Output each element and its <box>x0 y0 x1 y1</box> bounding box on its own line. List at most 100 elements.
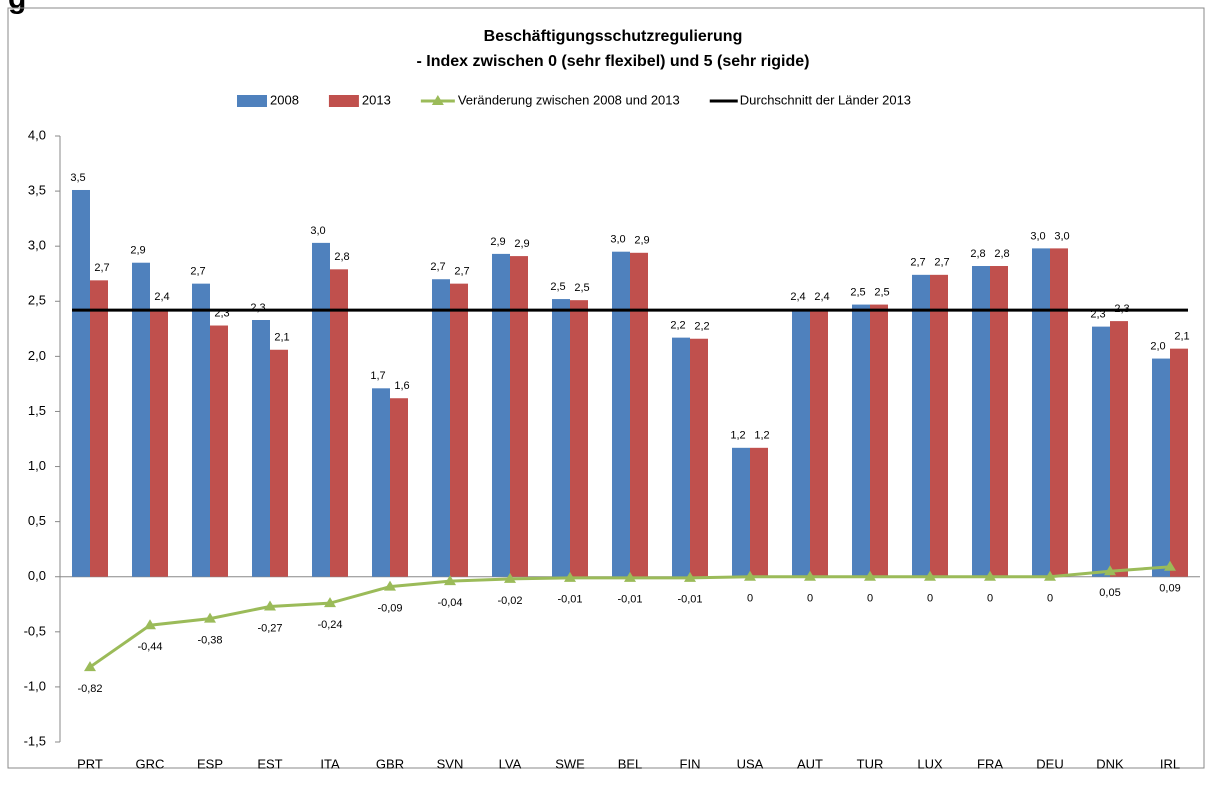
data-label: 2,7 <box>430 261 445 273</box>
change-marker <box>504 572 516 583</box>
data-label: 0 <box>747 593 753 605</box>
x-tick-label: ESP <box>197 756 223 771</box>
data-label: 2,4 <box>154 291 169 303</box>
y-tick-label: 2,0 <box>28 348 46 363</box>
y-tick-label: 1,0 <box>28 458 46 473</box>
change-marker <box>924 570 936 581</box>
chart-frame <box>7 7 1205 769</box>
x-tick-label: USA <box>737 756 764 771</box>
data-label: -0,44 <box>137 641 162 653</box>
x-tick-label: AUT <box>797 756 823 771</box>
data-label: -0,01 <box>557 594 582 606</box>
legend-label: Durchschnitt der Länder 2013 <box>740 92 911 107</box>
y-tick-label: 3,0 <box>28 238 46 253</box>
bar <box>270 349 288 577</box>
data-label: 1,2 <box>730 430 745 442</box>
data-label: 0 <box>987 593 993 605</box>
bar <box>972 266 990 577</box>
legend-swatch <box>237 95 267 107</box>
data-label: 2,7 <box>910 257 925 269</box>
x-tick-label: ITA <box>320 756 340 771</box>
data-label: 2,7 <box>454 266 469 278</box>
data-label: 2,5 <box>574 282 589 294</box>
x-tick-label: SWE <box>555 756 585 771</box>
x-tick-label: GBR <box>376 756 404 771</box>
x-tick-label: SVN <box>437 756 464 771</box>
data-label: -0,01 <box>677 594 702 606</box>
x-tick-label: LVA <box>499 756 522 771</box>
data-label: 0,05 <box>1099 587 1120 599</box>
data-label: 1,2 <box>754 430 769 442</box>
bar <box>432 279 450 577</box>
x-tick-label: LUX <box>917 756 943 771</box>
data-label: 2,1 <box>1174 331 1189 343</box>
data-label: 2,7 <box>934 257 949 269</box>
change-marker <box>1164 560 1176 571</box>
bar <box>192 283 210 577</box>
bar <box>390 398 408 577</box>
data-label: -0,27 <box>257 622 282 634</box>
bar <box>630 252 648 577</box>
bar <box>210 325 228 577</box>
y-tick-label: 4,0 <box>28 127 46 142</box>
bar <box>1170 348 1188 577</box>
x-tick-label: DEU <box>1036 756 1063 771</box>
data-label: 2,9 <box>514 238 529 250</box>
y-tick-label: 3,5 <box>28 183 46 198</box>
y-tick-label: 2,5 <box>28 293 46 308</box>
data-label: 2,5 <box>850 286 865 298</box>
data-label: 2,2 <box>670 320 685 332</box>
change-marker <box>804 570 816 581</box>
bar <box>810 308 828 577</box>
bar <box>852 304 870 577</box>
bar <box>870 304 888 577</box>
bar <box>312 242 330 577</box>
data-label: 0,09 <box>1159 583 1180 595</box>
bar <box>1152 358 1170 577</box>
data-label: -0,02 <box>497 595 522 607</box>
bar <box>930 274 948 577</box>
bar <box>672 337 690 577</box>
data-label: 2,9 <box>634 235 649 247</box>
bar <box>990 266 1008 577</box>
bar <box>252 320 270 577</box>
data-label: 2,0 <box>1150 340 1165 352</box>
y-tick-label: -0,5 <box>24 623 46 638</box>
data-label: 3,0 <box>1030 230 1045 242</box>
change-marker <box>1044 570 1056 581</box>
change-marker <box>984 570 996 581</box>
bar <box>690 338 708 577</box>
data-label: 2,5 <box>874 286 889 298</box>
bar <box>1032 248 1050 577</box>
data-label: 1,7 <box>370 370 385 382</box>
y-tick-label: 1,5 <box>28 403 46 418</box>
legend-label: 2013 <box>362 92 391 107</box>
data-label: 1,6 <box>394 380 409 392</box>
legend-label: Veränderung zwischen 2008 und 2013 <box>458 92 680 107</box>
data-label: -0,24 <box>317 619 342 631</box>
y-tick-label: 0,0 <box>28 568 46 583</box>
bar <box>792 308 810 577</box>
x-tick-label: TUR <box>857 756 884 771</box>
data-label: 2,7 <box>190 266 205 278</box>
bar <box>612 251 630 577</box>
data-label: -0,38 <box>197 635 222 647</box>
data-label: -0,82 <box>77 683 102 695</box>
data-label: 2,2 <box>694 321 709 333</box>
bar <box>372 388 390 577</box>
bar <box>570 300 588 577</box>
data-label: 2,1 <box>274 332 289 344</box>
x-tick-label: GRC <box>136 756 165 771</box>
data-label: 3,0 <box>610 234 625 246</box>
change-marker <box>84 661 96 672</box>
legend-swatch <box>328 95 359 107</box>
data-label: 2,8 <box>970 248 985 260</box>
data-label: -0,09 <box>377 603 402 615</box>
data-label: 0 <box>927 593 933 605</box>
bar <box>732 447 750 577</box>
x-tick-label: PRT <box>77 756 103 771</box>
bar <box>1050 248 1068 577</box>
data-label: 2,5 <box>550 281 565 293</box>
